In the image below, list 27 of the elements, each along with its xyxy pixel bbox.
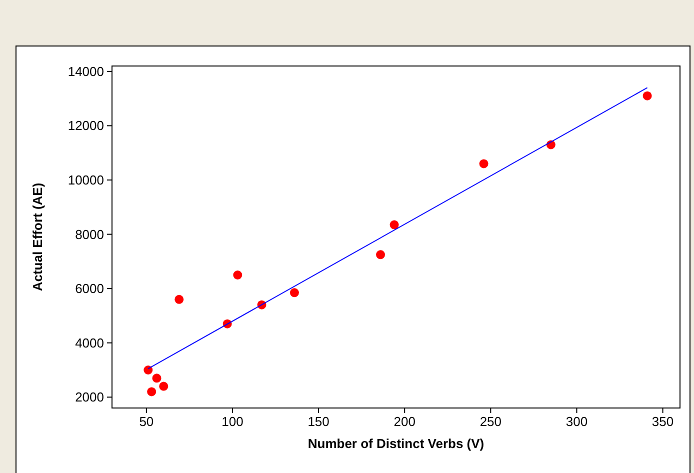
y-tick-label: 12000 <box>68 118 104 134</box>
y-tick-label: 14000 <box>68 64 104 79</box>
x-tick-label: 350 <box>652 414 674 429</box>
y-axis-title: Actual Effort (AE) <box>30 182 45 292</box>
point <box>233 270 242 280</box>
point <box>152 374 162 383</box>
point <box>390 220 399 230</box>
y-tick-label: 2000 <box>75 390 104 405</box>
point <box>290 288 299 298</box>
point <box>159 382 168 391</box>
y-tick-label: 6000 <box>75 281 104 296</box>
x-tick-label: 200 <box>394 414 416 429</box>
x-tick-label: 150 <box>308 414 330 429</box>
point <box>376 250 386 260</box>
point <box>174 294 184 304</box>
x-tick-label: 100 <box>222 414 244 429</box>
x-tick-label: 50 <box>139 414 154 429</box>
y-tick-label: 10000 <box>68 172 104 188</box>
y-tick-label: 8000 <box>75 226 104 242</box>
x-tick-label: 300 <box>566 414 588 429</box>
point <box>642 91 652 100</box>
y-tick-label: 4000 <box>75 335 104 350</box>
point <box>144 366 153 374</box>
x-tick-label: 250 <box>480 414 502 429</box>
point <box>147 387 156 396</box>
point <box>479 159 488 168</box>
x-axis-title: Number of Distinct Verbs (V) <box>308 436 484 451</box>
